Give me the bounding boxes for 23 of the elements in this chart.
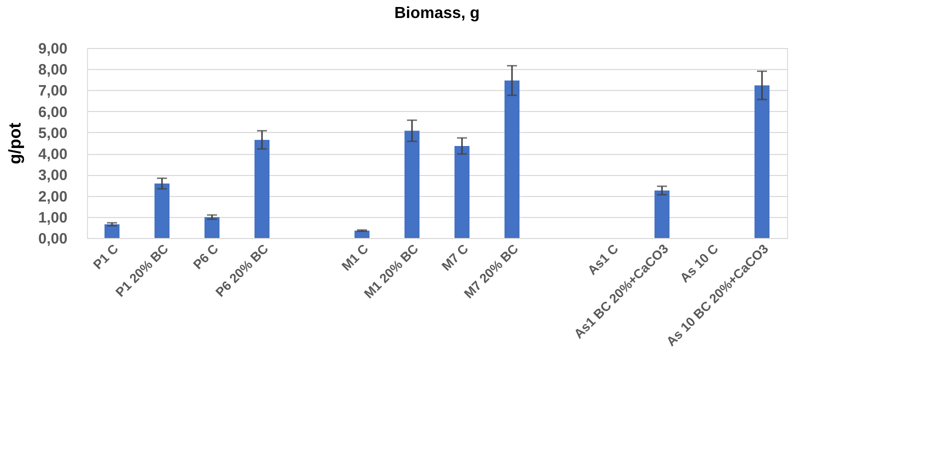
y-tick-label: 7,00 <box>38 82 68 100</box>
bar <box>154 184 170 238</box>
y-tick-label: 1,00 <box>38 209 68 226</box>
x-tick-label: M1 C <box>338 240 372 274</box>
y-tick-label: 8,00 <box>38 62 68 79</box>
bar <box>254 140 270 238</box>
y-tick-label: 3,00 <box>38 167 68 184</box>
bar <box>454 146 470 238</box>
y-tick-label: 0,00 <box>38 230 68 248</box>
chart-title: Biomass, g <box>394 5 480 22</box>
y-tick-label: 6,00 <box>38 104 68 121</box>
y-axis-title: g/pot <box>5 122 24 164</box>
y-tick-label: 2,00 <box>38 188 68 206</box>
bar <box>504 80 520 238</box>
bar <box>404 130 420 238</box>
y-tick-label: 4,00 <box>38 146 68 164</box>
x-tick-label: M7 C <box>438 240 472 274</box>
x-tick-label: P6 C <box>190 240 222 272</box>
bar <box>754 85 770 238</box>
y-tick-label: 9,00 <box>38 40 68 58</box>
y-tick-label: 5,00 <box>38 124 68 142</box>
bar <box>654 190 670 238</box>
x-tick-label: P1 C <box>90 240 122 272</box>
